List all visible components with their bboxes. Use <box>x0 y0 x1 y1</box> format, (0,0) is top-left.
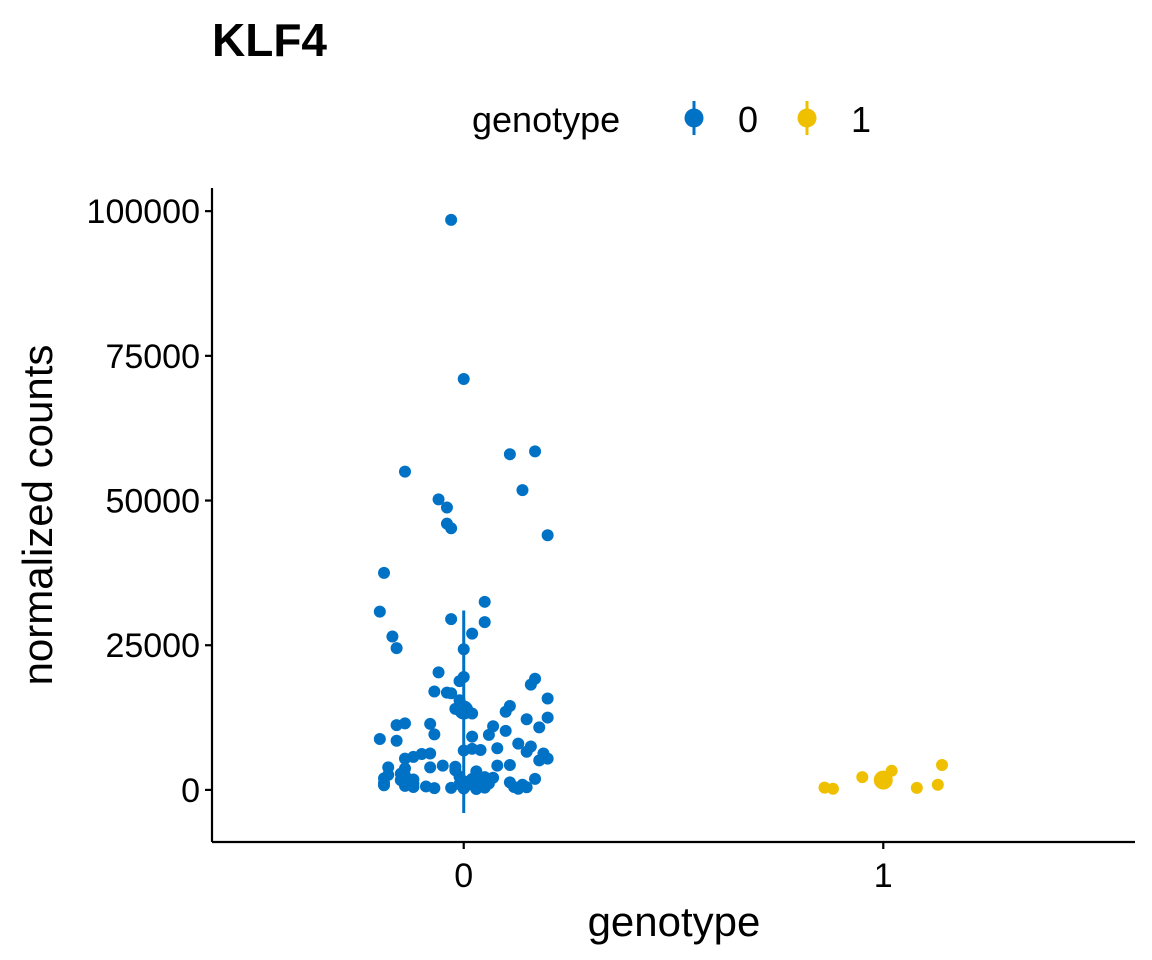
data-point-genotype-0 <box>453 675 466 688</box>
data-point-genotype-0 <box>445 522 458 535</box>
x-tick-label: 1 <box>874 857 893 895</box>
data-point-genotype-0 <box>407 781 420 794</box>
data-point-genotype-0 <box>491 742 504 755</box>
data-point-genotype-0 <box>470 783 483 796</box>
legend-title: genotype <box>472 99 620 140</box>
data-point-genotype-0 <box>503 448 516 461</box>
data-point-genotype-0 <box>529 772 542 785</box>
data-point-genotype-0 <box>541 711 554 724</box>
data-point-genotype-0 <box>512 782 525 795</box>
data-point-genotype-0 <box>373 605 386 618</box>
data-point-genotype-0 <box>445 781 458 794</box>
data-point-genotype-0 <box>428 685 441 698</box>
data-point-genotype-0 <box>478 616 491 629</box>
data-point-genotype-0 <box>512 737 525 750</box>
data-point-genotype-1 <box>936 759 949 772</box>
data-point-genotype-0 <box>466 730 479 743</box>
data-point-genotype-0 <box>491 759 504 772</box>
data-point-genotype-0 <box>428 728 441 741</box>
data-point-genotype-0 <box>520 745 533 758</box>
data-point-genotype-0 <box>386 630 399 643</box>
y-axis-title: normalized counts <box>14 345 61 686</box>
data-point-genotype-0 <box>520 713 533 726</box>
data-point-genotype-0 <box>499 724 512 737</box>
y-tick-label: 75000 <box>105 338 200 376</box>
data-point-genotype-0 <box>533 721 546 734</box>
data-point-genotype-0 <box>457 643 470 656</box>
data-point-genotype-0 <box>474 743 487 756</box>
data-point-genotype-0 <box>440 501 453 514</box>
legend-label-0: 0 <box>738 99 758 140</box>
legend-key-point-1 <box>797 108 817 128</box>
points-layer <box>373 213 949 796</box>
data-point-genotype-0 <box>482 728 495 741</box>
chart-title: KLF4 <box>212 14 327 66</box>
data-point-genotype-0 <box>541 692 554 705</box>
legend: genotype 0 1 <box>472 99 871 140</box>
data-point-genotype-0 <box>424 717 437 730</box>
data-point-genotype-0 <box>533 754 546 767</box>
data-point-genotype-0 <box>529 445 542 458</box>
data-point-genotype-0 <box>432 493 445 506</box>
summary-mean-genotype-0 <box>454 700 474 720</box>
data-point-genotype-0 <box>466 627 479 640</box>
data-point-genotype-0 <box>432 666 445 679</box>
data-point-genotype-0 <box>390 642 403 655</box>
summary-mean-genotype-1 <box>873 770 893 790</box>
data-point-genotype-0 <box>457 744 470 757</box>
data-point-genotype-0 <box>457 372 470 385</box>
data-point-genotype-0 <box>524 678 537 691</box>
data-point-genotype-0 <box>390 719 403 732</box>
data-point-genotype-1 <box>910 781 923 794</box>
data-point-genotype-1 <box>931 778 944 791</box>
data-point-genotype-0 <box>378 779 391 792</box>
data-point-genotype-0 <box>478 595 491 608</box>
y-tick-label: 50000 <box>105 483 200 521</box>
data-point-genotype-0 <box>390 734 403 747</box>
y-tick-label: 100000 <box>87 193 200 231</box>
data-point-genotype-0 <box>436 759 449 772</box>
x-tick-label: 0 <box>454 857 473 895</box>
data-point-genotype-0 <box>428 782 441 795</box>
data-point-genotype-0 <box>445 613 458 626</box>
y-axis: 0 25000 50000 75000 100000 <box>87 188 214 842</box>
data-point-genotype-0 <box>424 761 437 774</box>
data-point-genotype-0 <box>541 529 554 542</box>
data-point-genotype-0 <box>503 759 516 772</box>
data-point-genotype-1 <box>826 782 839 795</box>
data-point-genotype-1 <box>856 771 869 784</box>
data-point-genotype-0 <box>457 782 470 795</box>
data-point-genotype-0 <box>445 213 458 226</box>
data-point-genotype-0 <box>398 752 411 765</box>
legend-label-1: 1 <box>851 99 871 140</box>
data-point-genotype-0 <box>373 732 386 745</box>
y-tick-label: 0 <box>181 772 200 810</box>
data-point-genotype-0 <box>378 566 391 579</box>
legend-key-point-0 <box>684 108 704 128</box>
x-axis-title: genotype <box>588 898 761 945</box>
y-tick-label: 25000 <box>105 627 200 665</box>
data-point-genotype-0 <box>499 705 512 718</box>
data-point-genotype-0 <box>445 687 458 700</box>
data-point-genotype-0 <box>516 484 529 497</box>
data-point-genotype-0 <box>398 465 411 478</box>
